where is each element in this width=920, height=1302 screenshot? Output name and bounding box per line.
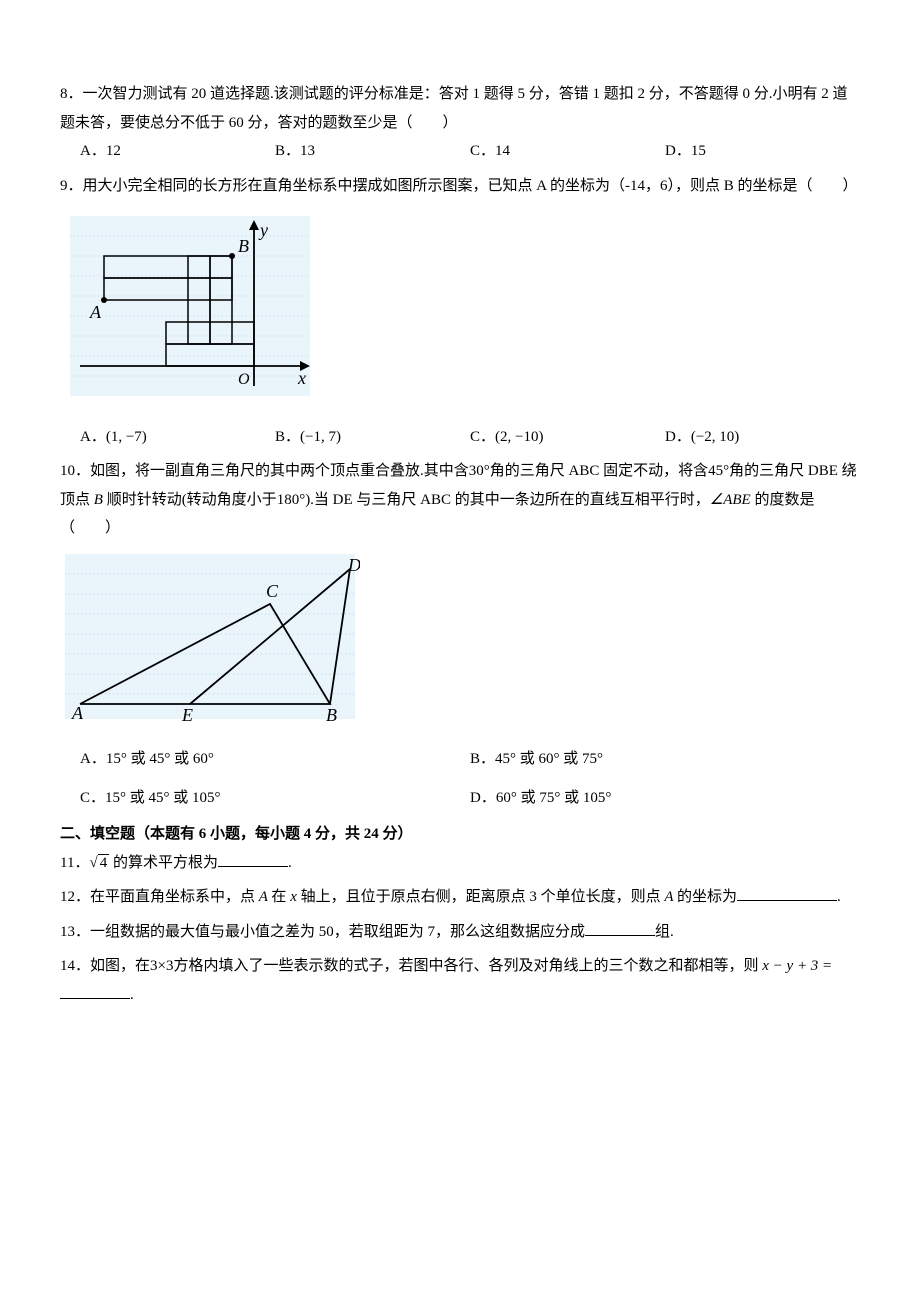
svg-text:y: y xyxy=(258,220,268,240)
q11-prefix: 11． xyxy=(60,855,89,871)
q9-choice-d: D．(−2, 10) xyxy=(665,423,860,452)
question-10: 10．如图，将一副直角三角尺的其中两个顶点重合叠放.其中含30°角的三角尺 AB… xyxy=(60,457,860,812)
q11-sqrt: √4 xyxy=(89,849,109,878)
q12-p0: 12．在平面直角坐标系中，点 xyxy=(60,889,255,905)
q14-tail: . xyxy=(130,987,134,1003)
q10-choice-d: D．60° 或 75° 或 105° xyxy=(470,784,860,813)
svg-text:O: O xyxy=(238,371,250,388)
q14-blank xyxy=(60,983,130,999)
svg-text:A: A xyxy=(71,703,84,723)
svg-text:D: D xyxy=(347,555,360,575)
q13-blank xyxy=(585,920,655,936)
q8-choice-b: B．13 xyxy=(275,137,470,166)
q9-text: 9．用大小完全相同的长方形在直角坐标系中摆成如图所示图案，已知点 A 的坐标为（… xyxy=(60,172,860,201)
q11-radicand: 4 xyxy=(98,854,110,871)
question-13: 13．一组数据的最大值与最小值之差为 50，若取组距为 7，那么这组数据应分成 组… xyxy=(60,918,860,947)
q13-text: 13．一组数据的最大值与最小值之差为 50，若取组距为 7，那么这组数据应分成 xyxy=(60,924,585,940)
q12-p3: x xyxy=(286,889,300,905)
q14-p3: x − y + 3 = xyxy=(759,958,833,974)
q10-t5: B xyxy=(90,492,107,508)
q9-choice-a: A．(1, −7) xyxy=(80,423,275,452)
question-14: 14．如图，在3×3方格内填入了一些表示数的式子，若图中各行、各列及对角线上的三… xyxy=(60,952,860,1009)
q11-suffix: 的算术平方根为 xyxy=(109,855,218,871)
q10-t7: 180° xyxy=(277,492,306,508)
q13-tail: 组. xyxy=(655,924,674,940)
question-9: 9．用大小完全相同的长方形在直角坐标系中摆成如图所示图案，已知点 A 的坐标为（… xyxy=(60,172,860,452)
q12-p5: A xyxy=(661,889,677,905)
q10-t8: ).当 DE 与三角尺 ABC 的其中一条边所在的直线互相平行时， xyxy=(305,492,710,508)
q12-p4: 轴上，且位于原点右侧，距离原点 3 个单位长度，则点 xyxy=(301,889,661,905)
q9-figure: y x O A B xyxy=(60,206,860,417)
q12-p2: 在 xyxy=(271,889,286,905)
q10-svg: A E B C D xyxy=(60,549,360,729)
q8-choice-d: D．15 xyxy=(665,137,860,166)
q9-choice-b: B．(−1, 7) xyxy=(275,423,470,452)
q10-choices: A．15° 或 45° 或 60° B．45° 或 60° 或 75° C．15… xyxy=(60,745,860,812)
q12-blank xyxy=(737,885,837,901)
q12-p6: 的坐标为 xyxy=(677,889,737,905)
q10-text: 10．如图，将一副直角三角尺的其中两个顶点重合叠放.其中含30°角的三角尺 AB… xyxy=(60,457,860,543)
svg-text:C: C xyxy=(266,581,279,601)
svg-text:B: B xyxy=(326,705,337,725)
q10-t3: 45° xyxy=(708,463,729,479)
svg-text:A: A xyxy=(89,302,102,322)
q10-figure: A E B C D xyxy=(60,549,860,740)
q9-choice-c: C．(2, −10) xyxy=(470,423,665,452)
q12-tail: . xyxy=(837,889,841,905)
q12-p1: A xyxy=(255,889,271,905)
question-8: 8．一次智力测试有 20 道选择题.该测试题的评分标准是：答对 1 题得 5 分… xyxy=(60,80,860,166)
q14-p0: 14．如图，在 xyxy=(60,958,150,974)
q10-t6: 顺时针转动(转动角度小于 xyxy=(107,492,277,508)
q9-svg: y x O A B xyxy=(60,206,320,406)
q10-t2: 角的三角尺 ABC 固定不动，将含 xyxy=(490,463,708,479)
q8-choice-c: C．14 xyxy=(470,137,665,166)
q8-text: 8．一次智力测试有 20 道选择题.该测试题的评分标准是：答对 1 题得 5 分… xyxy=(60,80,860,137)
svg-text:x: x xyxy=(297,368,306,388)
q10-choice-b: B．45° 或 60° 或 75° xyxy=(470,745,860,774)
q11-blank xyxy=(218,851,288,867)
q14-p2: 方格内填入了一些表示数的式子，若图中各行、各列及对角线上的三个数之和都相等，则 xyxy=(173,958,758,974)
q10-t9: ∠ABE xyxy=(710,492,751,508)
question-11: 11．√4 的算术平方根为. xyxy=(60,849,860,878)
svg-text:E: E xyxy=(181,705,193,725)
q9-choices: A．(1, −7) B．(−1, 7) C．(2, −10) D．(−2, 10… xyxy=(60,423,860,452)
q8-choice-a: A．12 xyxy=(80,137,275,166)
q10-t0: 10．如图，将一副直角三角尺的其中两个顶点重合叠放.其中含 xyxy=(60,463,469,479)
q8-choices: A．12 B．13 C．14 D．15 xyxy=(60,137,860,166)
q14-p1: 3×3 xyxy=(150,958,173,974)
q10-choice-a: A．15° 或 45° 或 60° xyxy=(80,745,470,774)
q10-t1: 30° xyxy=(469,463,490,479)
svg-text:B: B xyxy=(238,236,249,256)
section-2-title: 二、填空题（本题有 6 小题，每小题 4 分，共 24 分） xyxy=(60,820,860,849)
q11-tail: . xyxy=(288,855,292,871)
q10-choice-c: C．15° 或 45° 或 105° xyxy=(80,784,470,813)
question-12: 12．在平面直角坐标系中，点 A 在 x 轴上，且位于原点右侧，距离原点 3 个… xyxy=(60,883,860,912)
